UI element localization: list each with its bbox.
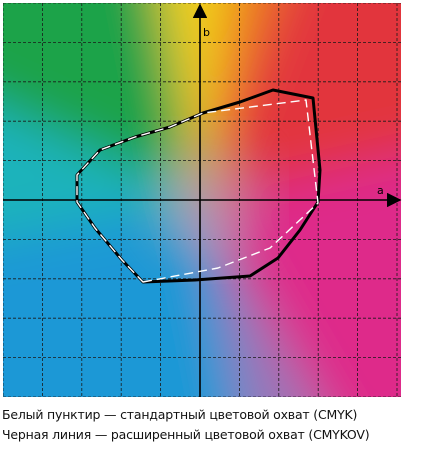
caption-standard-gamut: Белый пунктир — стандартный цветовой охв… (2, 407, 358, 422)
caption-extended-gamut: Черная линия — расширенный цветовой охва… (2, 427, 370, 442)
standard-gamut-outline (76, 99, 319, 283)
color-gamut-diagram: b a (3, 3, 402, 397)
yellow-region (162, 3, 227, 200)
red-region (200, 3, 401, 200)
violet-region (200, 200, 314, 397)
b-axis-label: b (203, 26, 210, 39)
green-left-region (3, 3, 200, 200)
a-axis-label: a (377, 184, 384, 197)
